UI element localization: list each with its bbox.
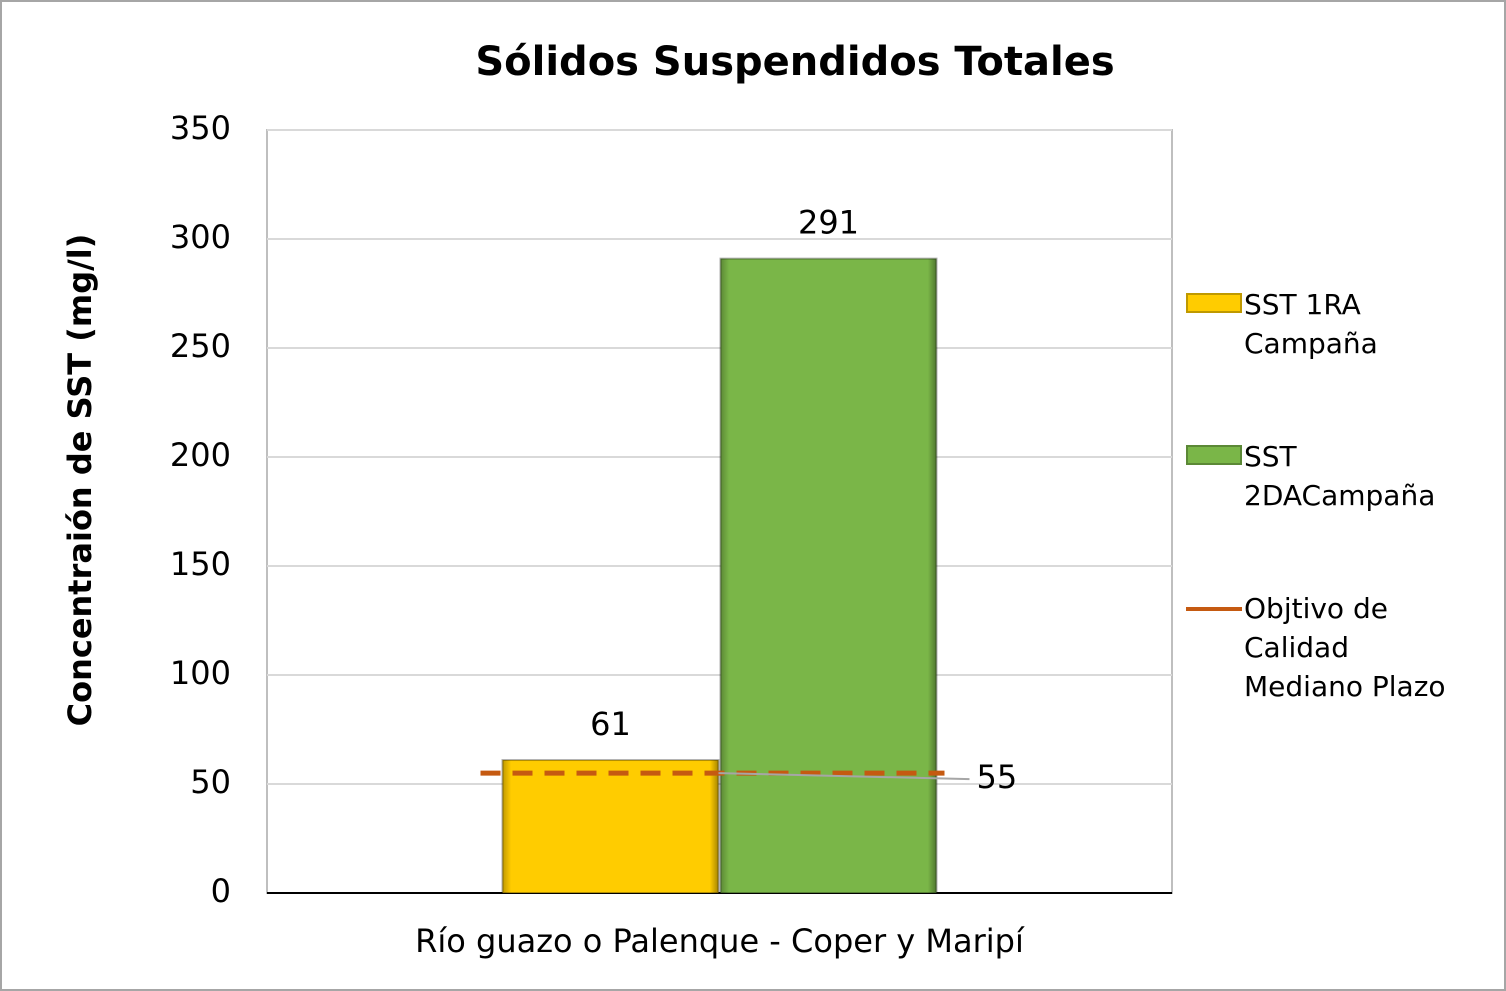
data-label: 55 bbox=[977, 758, 1018, 796]
y-tick-label: 50 bbox=[190, 763, 231, 801]
chart-title: Sólidos Suspendidos Totales bbox=[475, 39, 1114, 85]
y-tick-label: 200 bbox=[170, 436, 231, 474]
x-tick-label: Río guazo o Palenque - Coper y Maripí bbox=[415, 922, 1025, 960]
legend-label: SST 1RA Campaña bbox=[1244, 288, 1378, 360]
y-tick-label: 350 bbox=[170, 109, 231, 147]
data-label: 291 bbox=[798, 204, 859, 242]
y-tick-label: 100 bbox=[170, 654, 231, 692]
legend-swatch bbox=[1186, 607, 1242, 611]
legend-item: SST 1RA Campaña bbox=[1186, 285, 1446, 363]
legend-label: SST 2DACampaña bbox=[1244, 440, 1436, 512]
leader-line bbox=[718, 772, 970, 781]
legend-swatch bbox=[1186, 445, 1242, 465]
legend-item: SST 2DACampaña bbox=[1186, 437, 1446, 515]
y-axis-label: Concentraión de SST (mg/l) bbox=[61, 234, 99, 727]
y-tick-label: 0 bbox=[211, 872, 231, 910]
y-tick-label: 300 bbox=[170, 218, 231, 256]
legend-label: Objtivo de Calidad Mediano Plazo bbox=[1244, 592, 1446, 703]
bar-bevel bbox=[502, 760, 719, 893]
bar-bevel bbox=[720, 258, 937, 893]
y-tick-label: 250 bbox=[170, 327, 231, 365]
legend-swatch bbox=[1186, 293, 1242, 313]
data-label: 61 bbox=[590, 705, 631, 743]
y-tick-label: 150 bbox=[170, 545, 231, 583]
legend-item: Objtivo de Calidad Mediano Plazo bbox=[1186, 589, 1446, 706]
